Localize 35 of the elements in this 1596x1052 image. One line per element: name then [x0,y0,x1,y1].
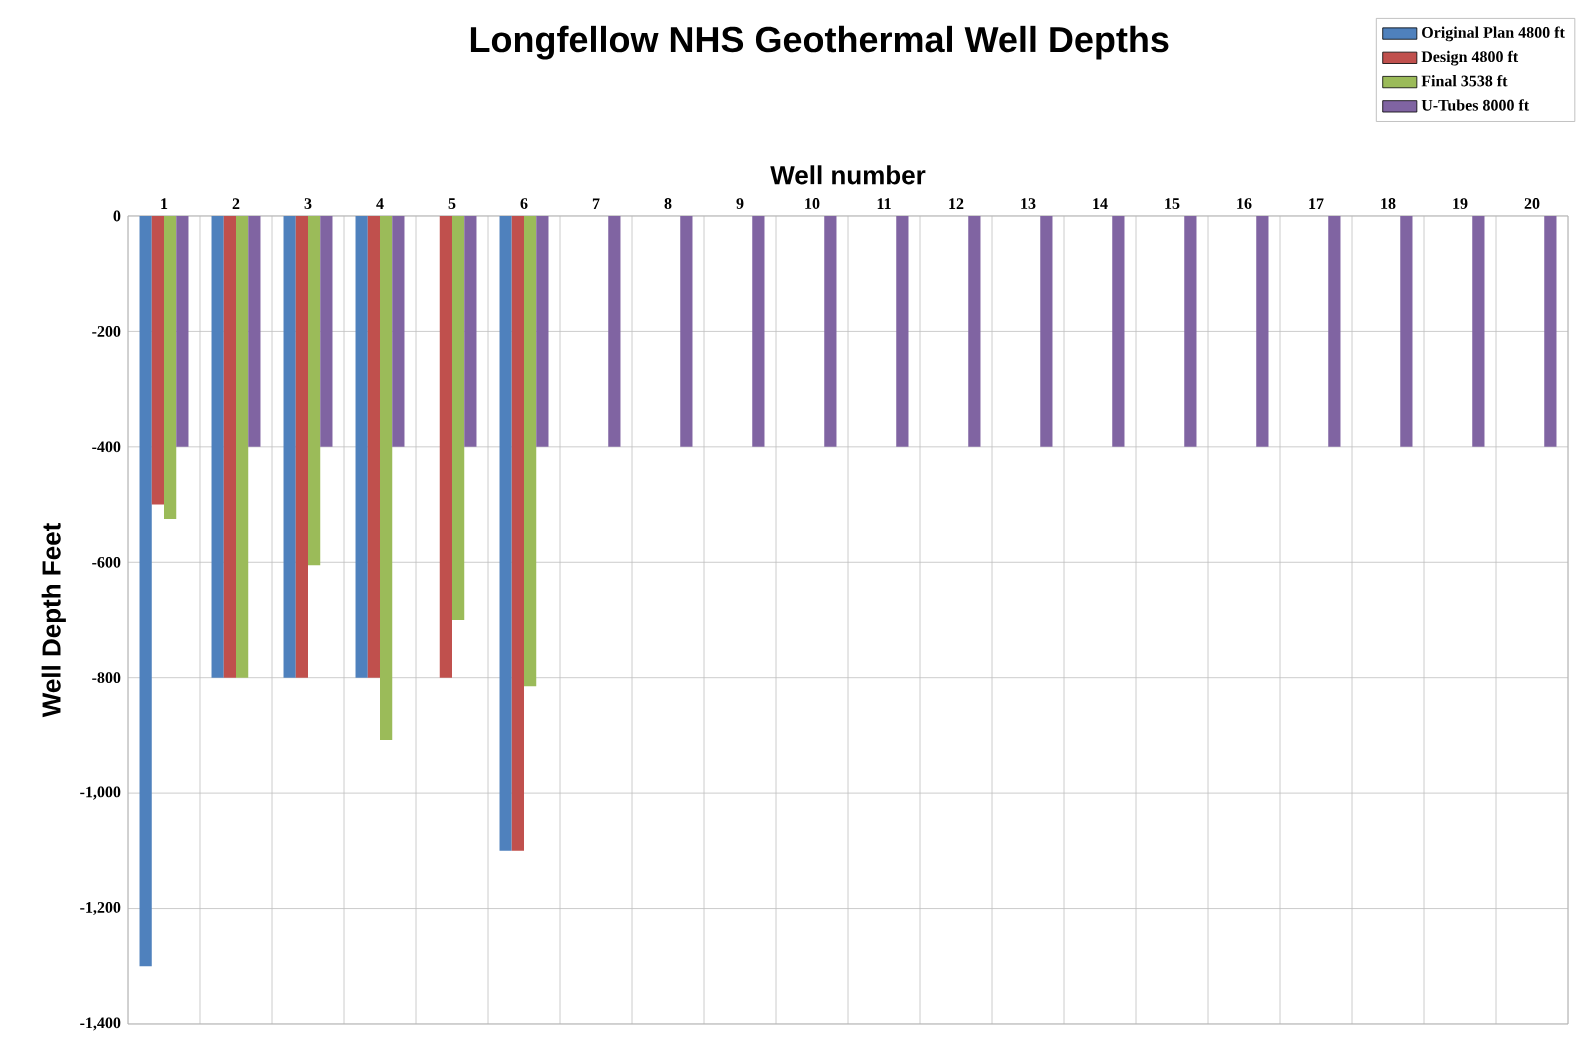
x-tick-label: 2 [232,198,240,209]
legend-label: Final 3538 ft [1421,74,1508,87]
x-tick-label: 16 [1237,198,1252,209]
y-tick-label: -400 [92,441,121,453]
x-tick-label: 6 [520,198,528,209]
y-axis-title: Well Depth Feet [41,523,66,718]
x-tick-label: 3 [304,198,312,209]
y-tick-label: -1,200 [80,902,121,916]
x-tick-label: 4 [376,198,384,209]
x-tick-label: 7 [592,198,600,209]
x-tick-label: 1 [161,198,168,209]
x-tick-label: 9 [736,198,744,209]
x-tick-label: 12 [949,198,964,209]
x-axis-title: Well number [770,165,926,185]
y-tick-label: -200 [92,326,121,337]
x-tick-label: 13 [1021,198,1036,209]
y-tick-label: -800 [92,672,121,684]
x-tick-label: 10 [805,198,820,209]
chart-title: Longfellow NHS Geothermal Well Depths [470,25,1169,60]
x-tick-label: 17 [1309,198,1324,209]
x-tick-label: 5 [448,198,456,209]
y-tick-label: -1,000 [80,786,121,800]
y-tick-label: -1,400 [80,1017,121,1031]
x-tick-label: 20 [1524,198,1540,209]
legend-label: U-Tubes 8000 ft [1421,99,1530,111]
legend-label: Original Plan 4800 ft [1422,26,1565,42]
legend-label: Design 4800 ft [1421,50,1519,66]
x-tick-label: 8 [664,198,672,209]
x-tick-label: 18 [1381,198,1396,209]
y-tick-label: 0 [113,210,121,222]
x-tick-label: 19 [1453,198,1468,209]
x-tick-label: 15 [1165,198,1180,209]
y-tick-label: -600 [92,556,121,568]
x-tick-label: 11 [877,198,891,209]
x-tick-label: 14 [1093,198,1108,209]
